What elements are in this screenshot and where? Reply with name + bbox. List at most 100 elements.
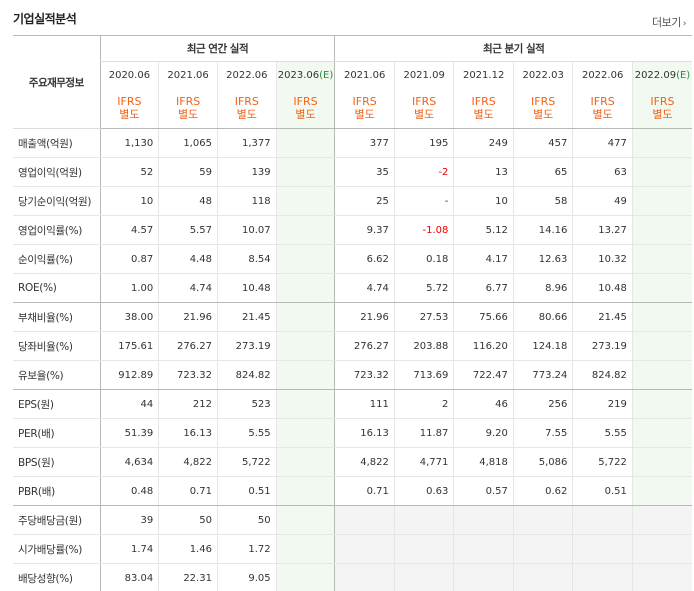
table-cell: 824.82 [572, 360, 633, 390]
table-cell [631, 563, 692, 591]
ifrs-badge: IFRS 별도 [512, 88, 573, 129]
table-cell: 0.57 [453, 476, 514, 506]
table-cell: 6.77 [453, 273, 514, 303]
period-header: 2020.06 [99, 61, 159, 89]
row-label: 당좌비율(%) [13, 331, 101, 361]
table-cell: 4.74 [334, 273, 395, 303]
row-label: 주당배당금(원) [13, 505, 101, 535]
ifrs-sublabel: 별도 [592, 108, 613, 122]
ifrs-label: IFRS [590, 95, 615, 109]
period-header: 2022.03 [512, 61, 573, 89]
table-cell [275, 215, 335, 245]
more-link[interactable]: 더보기 › [652, 14, 687, 30]
table-cell: 4,822 [158, 447, 218, 477]
table-cell: 35 [334, 157, 395, 187]
table-cell [453, 534, 514, 564]
table-cell: 273.19 [572, 331, 633, 361]
period-label: 2022.09 [634, 69, 677, 81]
ifrs-sublabel: 별도 [414, 108, 435, 122]
chevron-right-icon: › [682, 19, 687, 29]
period-label: 2023.06 [277, 69, 320, 81]
table-cell: 4,818 [453, 447, 514, 477]
table-cell: 118 [216, 186, 277, 216]
table-cell: 21.96 [158, 302, 218, 332]
table-cell: 58 [512, 186, 573, 216]
estimate-marker: (E) [319, 69, 334, 81]
table-cell: 8.96 [512, 273, 573, 303]
row-label: BPS(원) [13, 447, 101, 477]
table-cell [334, 534, 395, 564]
row-label: PBR(배) [13, 476, 101, 506]
table-cell [631, 476, 692, 506]
table-cell: 80.66 [512, 302, 573, 332]
table-row: 주당배당금(원) 39 50 50 [13, 505, 692, 535]
table-row: BPS(원) 4,634 4,822 5,722 4,822 4,771 4,818 5,08… [13, 447, 692, 477]
table-cell [512, 534, 573, 564]
table-cell: 0.51 [216, 476, 277, 506]
table-cell: 256 [512, 389, 573, 419]
table-cell [275, 302, 335, 332]
table-cell [275, 534, 335, 564]
table-cell: 912.89 [99, 360, 159, 390]
table-cell: 25 [334, 186, 395, 216]
period-label: 2021.09 [403, 69, 445, 81]
table-cell [631, 389, 692, 419]
period-header: 2021.09 [393, 61, 454, 89]
row-label: 당기순이익(억원) [13, 186, 101, 216]
table-cell [275, 157, 335, 187]
table-cell: 4.48 [158, 244, 218, 274]
table-cell: 51.39 [99, 418, 159, 448]
period-header: 2021.12 [453, 61, 514, 89]
table-cell [275, 389, 335, 419]
table-cell: 10.07 [216, 215, 277, 245]
table-cell [334, 505, 395, 535]
table-cell: 1.72 [216, 534, 277, 564]
ifrs-sublabel: 별도 [236, 108, 257, 122]
period-label: 2022.03 [522, 69, 564, 81]
ifrs-label: IFRS [352, 95, 377, 109]
table-cell: 276.27 [158, 331, 218, 361]
period-header: 2021.06 [334, 61, 395, 89]
table-cell [631, 331, 692, 361]
table-cell: 5.12 [453, 215, 514, 245]
table-cell [512, 563, 573, 591]
ifrs-label: IFRS [471, 95, 496, 109]
period-label: 2020.06 [108, 69, 151, 81]
ifrs-badge: IFRS 별도 [334, 88, 395, 129]
section-title: 기업실적분석 [13, 12, 77, 26]
table-cell: 10.32 [572, 244, 633, 274]
table-cell [275, 563, 335, 591]
table-cell: 5,086 [512, 447, 573, 477]
table-cell: 21.45 [572, 302, 633, 332]
ifrs-badge: IFRS 별도 [453, 88, 514, 129]
table-cell: 713.69 [393, 360, 454, 390]
table-cell: 4.57 [99, 215, 159, 245]
period-label: 2022.06 [226, 69, 268, 81]
table-row: PER(배) 51.39 16.13 5.55 16.13 11.87 9.20 7.55 5.… [13, 418, 692, 448]
table-cell: 38.00 [99, 302, 159, 332]
ifrs-badge: IFRS 별도 [393, 88, 454, 129]
table-cell: 50 [216, 505, 277, 535]
period-header: 2022.06 [572, 61, 633, 89]
table-cell: 1.00 [99, 273, 159, 303]
ifrs-label: IFRS [412, 95, 437, 109]
table-row: 당좌비율(%) 175.61 276.27 273.19 276.27 203.88 116… [13, 331, 692, 361]
table-row: 영업이익(억원) 52 59 139 35 -2 13 65 63 [13, 157, 692, 187]
ifrs-badge: IFRS 별도 [572, 88, 633, 129]
table-cell: 219 [572, 389, 633, 419]
table-cell: 273.19 [216, 331, 277, 361]
table-cell: 1.74 [99, 534, 159, 564]
more-link-label: 더보기 [652, 16, 681, 29]
table-cell: 16.13 [334, 418, 395, 448]
table-cell [393, 563, 454, 591]
table-cell: 10 [99, 186, 159, 216]
table-cell: 773.24 [512, 360, 573, 390]
table-cell [631, 244, 692, 274]
ifrs-badge: IFRS 별도 [99, 88, 159, 129]
table-cell: 9.05 [216, 563, 277, 591]
table-cell: 63 [572, 157, 633, 187]
table-cell: 44 [99, 389, 159, 419]
table-cell: 14.16 [512, 215, 573, 245]
table-cell [631, 128, 692, 158]
ifrs-sublabel: 별도 [533, 108, 554, 122]
